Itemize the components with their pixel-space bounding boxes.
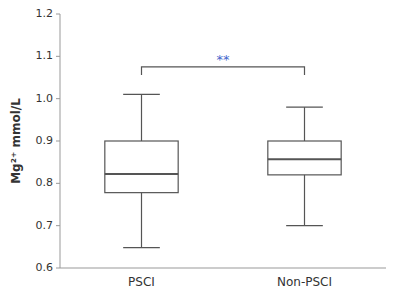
y-tick: [56, 14, 60, 15]
y-tick-label: 0.6: [36, 261, 54, 274]
plot-area: [105, 67, 341, 248]
y-tick-label: 0.9: [36, 134, 54, 147]
y-tick-label: 1.1: [36, 49, 54, 62]
whisker-high: [141, 94, 142, 141]
whisker-low: [141, 193, 142, 248]
x-tick-label: Non-PSCI: [277, 275, 332, 289]
y-tick: [56, 141, 60, 142]
cap-low: [123, 247, 160, 248]
y-tick-label: 1.2: [36, 7, 54, 20]
median: [105, 173, 178, 175]
box: [268, 141, 341, 175]
x-tick-label: PSCI: [128, 275, 155, 289]
y-tick: [56, 225, 60, 226]
whisker-high: [304, 107, 305, 141]
x-axis-line: [60, 268, 386, 269]
y-tick-label: 1.0: [36, 92, 54, 105]
y-axis-label: Mg²⁺ mmol/L: [9, 98, 23, 184]
y-tick: [56, 268, 60, 269]
cap-high: [123, 94, 160, 95]
chart-container: 0.6 0.7 0.8 0.9 1.0 1.1 1.2 Mg²⁺ mmol/L PSCI Non-…: [0, 0, 404, 302]
y-tick: [56, 183, 60, 184]
box: [105, 141, 178, 193]
significance-label: **: [217, 52, 231, 67]
box-group: [268, 107, 341, 226]
y-tick: [56, 56, 60, 57]
y-tick-label: 0.7: [36, 219, 54, 232]
cap-high: [286, 107, 323, 108]
cap-low: [286, 225, 323, 226]
median: [268, 158, 341, 160]
significance-bracket: [142, 67, 305, 75]
y-tick: [56, 98, 60, 99]
y-tick-label: 0.8: [36, 176, 54, 189]
x-axis: PSCI Non-PSCI: [60, 268, 386, 289]
box-group: [105, 94, 178, 247]
y-axis: 0.6 0.7 0.8 0.9 1.0 1.1 1.2: [36, 7, 61, 274]
chart: 0.6 0.7 0.8 0.9 1.0 1.1 1.2 Mg²⁺ mmol/L PSCI Non-…: [0, 0, 404, 302]
whisker-low: [304, 175, 305, 226]
